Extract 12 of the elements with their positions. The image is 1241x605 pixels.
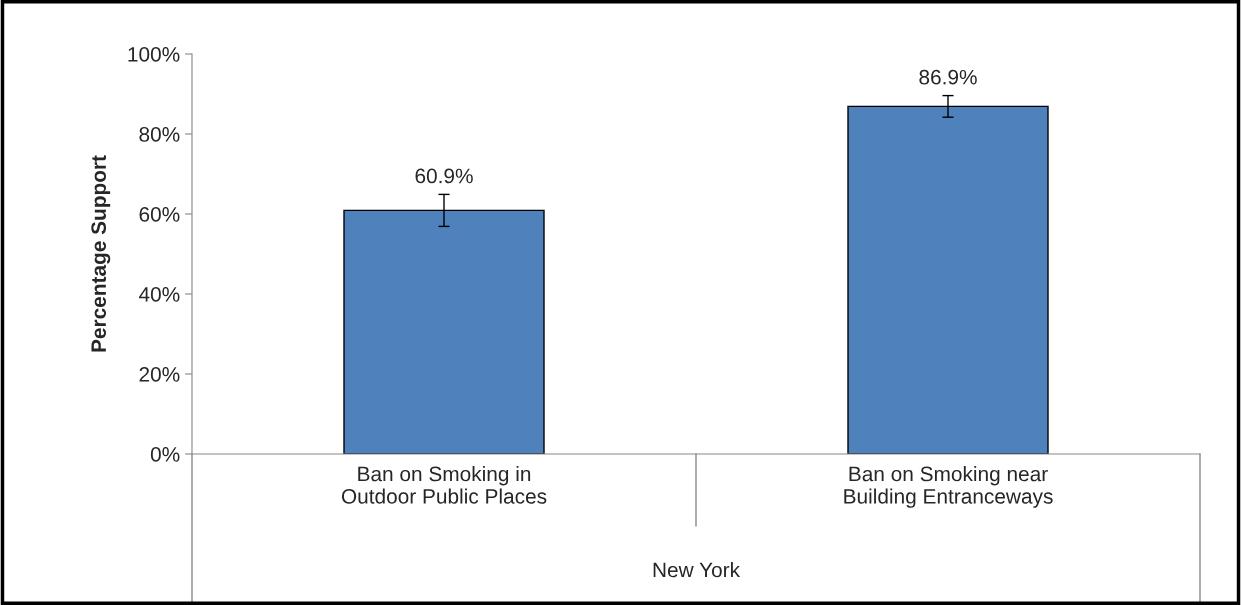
data-label: 60.9% [415,168,473,184]
y-axis-title: Percentage Support [91,155,111,352]
x-tick-label: Ban on Smoking near Building Entranceways [844,466,1053,508]
x-axis-title: New York [653,562,741,578]
data-label: 86.9% [919,69,977,85]
y-tick-label: 0% [150,447,180,462]
y-tick-label: 100% [128,47,180,62]
y-tick-label: 60% [139,207,180,222]
y-tick-label: 80% [139,127,180,142]
y-tick-label: 40% [138,287,180,302]
x-tick-label: Ban on Smoking in Outdoor Public Places [341,466,547,504]
y-tick-label: 20% [139,367,180,382]
